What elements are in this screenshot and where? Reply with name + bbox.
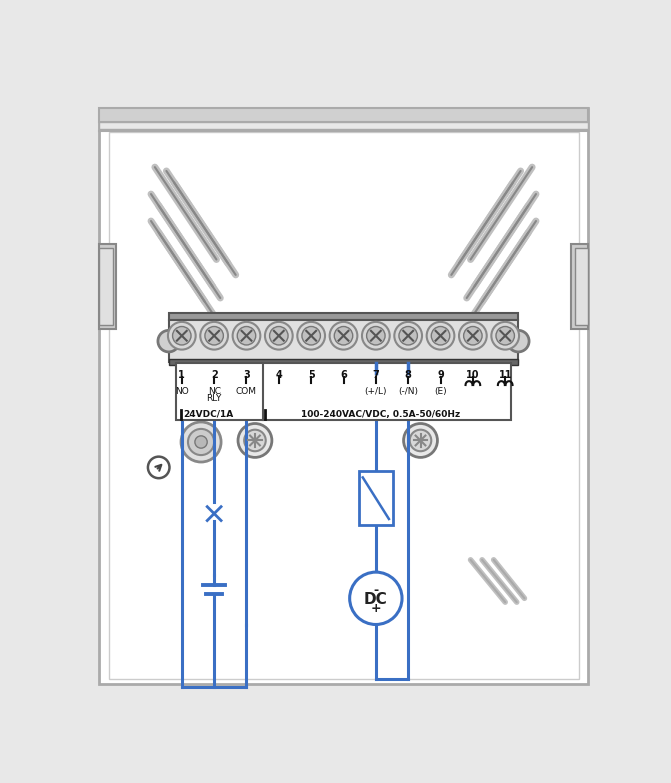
Circle shape	[302, 327, 321, 345]
Circle shape	[329, 322, 358, 349]
Circle shape	[431, 327, 450, 345]
Bar	[168, 320, 518, 362]
Text: (E): (E)	[434, 387, 447, 395]
Bar	[168, 359, 518, 365]
Text: RLY: RLY	[207, 395, 222, 403]
Circle shape	[188, 429, 214, 455]
Text: 100-240VAC/VDC, 0.5A-50/60Hz: 100-240VAC/VDC, 0.5A-50/60Hz	[301, 410, 460, 419]
Text: 9: 9	[437, 370, 444, 380]
Text: 7: 7	[372, 370, 379, 380]
Text: (+/L): (+/L)	[364, 387, 387, 395]
Circle shape	[334, 327, 353, 345]
Text: (-/N): (-/N)	[398, 387, 418, 395]
Circle shape	[238, 424, 272, 457]
Circle shape	[181, 422, 221, 462]
Text: 1: 1	[178, 370, 185, 380]
Circle shape	[410, 430, 431, 451]
Text: 5: 5	[308, 370, 315, 380]
Bar	[574, 248, 588, 325]
Text: 10: 10	[466, 370, 480, 380]
Circle shape	[172, 327, 191, 345]
Circle shape	[395, 322, 422, 349]
Text: 11: 11	[499, 370, 512, 380]
Text: NC: NC	[207, 387, 221, 395]
Circle shape	[350, 572, 402, 625]
Text: 4: 4	[276, 370, 282, 380]
Text: +: +	[370, 602, 381, 615]
Circle shape	[238, 327, 256, 345]
Bar	[99, 248, 113, 325]
Bar	[99, 244, 116, 329]
Bar	[176, 363, 511, 420]
Text: COM: COM	[236, 387, 257, 395]
Circle shape	[200, 322, 228, 349]
Circle shape	[362, 322, 390, 349]
Text: NO: NO	[175, 387, 189, 395]
Circle shape	[496, 327, 515, 345]
Circle shape	[205, 327, 223, 345]
Circle shape	[459, 322, 486, 349]
Bar	[99, 121, 588, 129]
Text: -: -	[373, 584, 378, 597]
Bar	[359, 471, 393, 525]
Text: 6: 6	[340, 370, 347, 380]
Text: DC: DC	[364, 592, 388, 607]
Circle shape	[195, 436, 207, 448]
Circle shape	[491, 322, 519, 349]
Circle shape	[244, 430, 266, 451]
Circle shape	[403, 424, 437, 457]
Circle shape	[464, 327, 482, 345]
Text: 2: 2	[211, 370, 217, 380]
Circle shape	[507, 330, 529, 352]
Circle shape	[270, 327, 288, 345]
Circle shape	[148, 456, 170, 478]
Bar	[572, 244, 588, 329]
Text: 3: 3	[243, 370, 250, 380]
Circle shape	[233, 322, 260, 349]
Bar	[168, 312, 518, 320]
Circle shape	[168, 322, 196, 349]
Bar	[99, 108, 588, 121]
Circle shape	[158, 330, 179, 352]
Circle shape	[399, 327, 417, 345]
Circle shape	[427, 322, 454, 349]
Circle shape	[265, 322, 293, 349]
Circle shape	[366, 327, 385, 345]
Text: 8: 8	[405, 370, 411, 380]
Text: 24VDC/1A: 24VDC/1A	[184, 410, 234, 419]
Circle shape	[297, 322, 325, 349]
